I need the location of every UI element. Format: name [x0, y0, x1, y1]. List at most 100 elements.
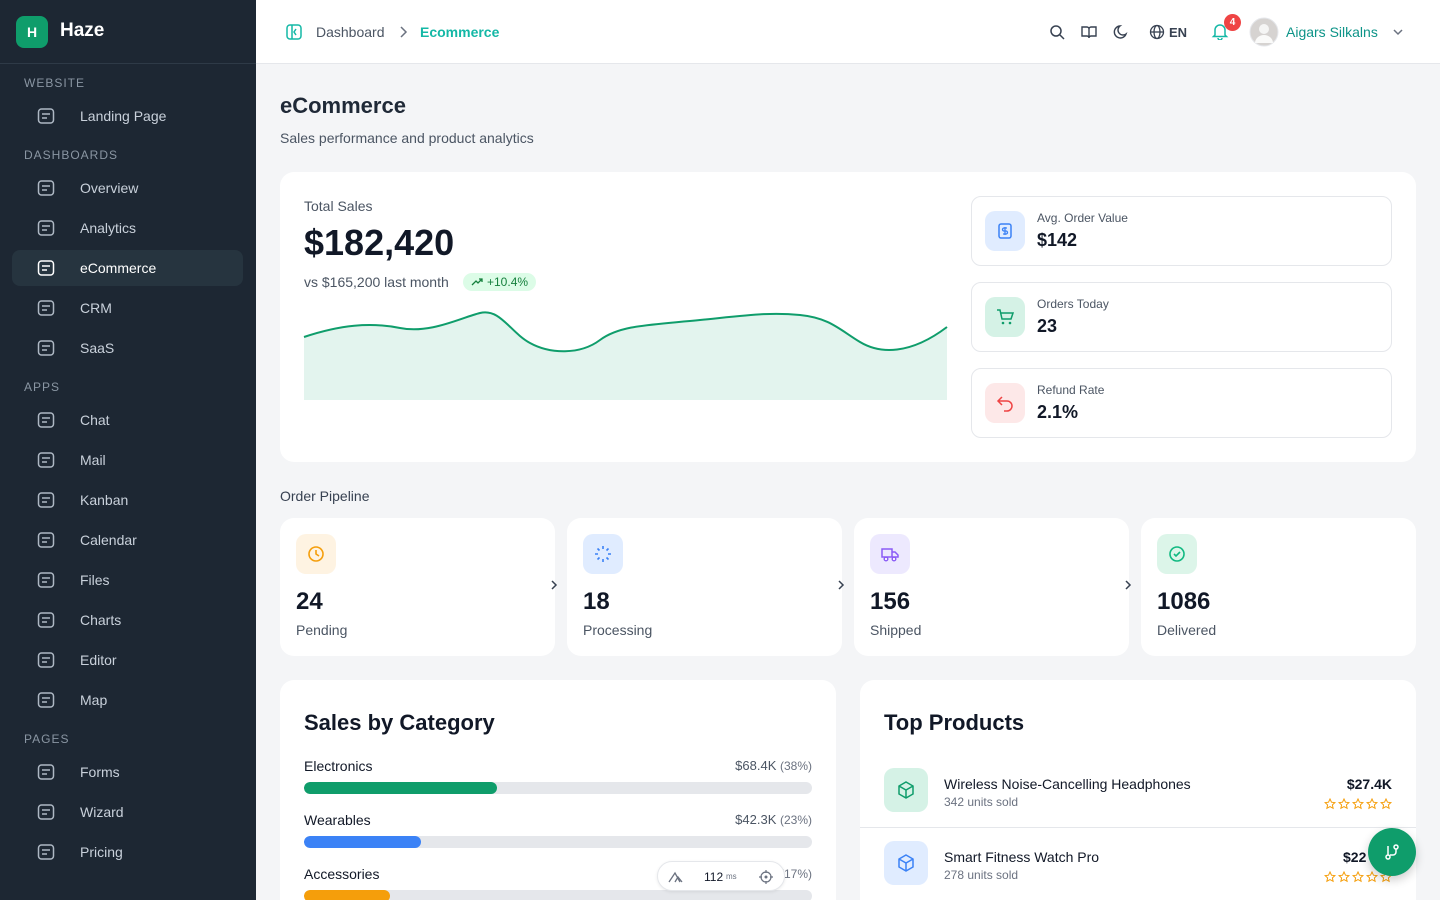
trend-icon [471, 278, 483, 286]
perf-widget[interactable]: 112 ms [657, 861, 785, 891]
products-card: Top Products Wireless Noise-Cancelling H… [860, 680, 1416, 900]
nav-item[interactable]: Forms [12, 754, 243, 790]
nav-icon [24, 178, 68, 198]
stage-label: Delivered [1157, 622, 1217, 638]
kpi-value: $142 [1037, 230, 1078, 250]
user-name[interactable]: Aigars Silkalns [1286, 24, 1378, 40]
nav-item[interactable]: Pricing [12, 834, 243, 870]
pipeline-title: Order Pipeline [280, 488, 370, 504]
brand-name: Haze [60, 20, 105, 41]
nav-item[interactable]: Analytics [12, 210, 243, 246]
total-sales-label: Total Sales [304, 198, 373, 214]
theme-icon[interactable] [1113, 24, 1129, 40]
product-icon [884, 841, 928, 885]
progress-track [304, 836, 812, 848]
nav-label: Analytics [80, 220, 137, 236]
category-title: Sales by Category [304, 710, 495, 735]
kpi-icon [985, 211, 1025, 251]
nav-label: Files [80, 572, 110, 588]
nav-icon [24, 650, 68, 670]
nav-item[interactable]: Editor [12, 642, 243, 678]
products-title: Top Products [884, 710, 1025, 735]
search-icon[interactable] [1049, 24, 1065, 40]
nav-label: Mail [80, 452, 106, 468]
nav-icon [24, 490, 68, 510]
nav-item[interactable]: Files [12, 562, 243, 598]
divider [860, 827, 1416, 828]
nav-item[interactable]: Kanban [12, 482, 243, 518]
stage-arrow [550, 578, 558, 596]
nav-label: Forms [80, 764, 120, 780]
nav-icon [24, 338, 68, 358]
nav-section: APPS [24, 380, 61, 394]
nav-item[interactable]: Overview [12, 170, 243, 206]
language-icon[interactable] [1149, 24, 1165, 40]
language[interactable]: EN [1169, 25, 1188, 40]
progress-track [304, 890, 812, 900]
nav-item[interactable]: Landing Page [12, 98, 243, 134]
progress-fill [304, 890, 391, 900]
product-units: 342 units sold [944, 795, 1019, 809]
category-name: Wearables [304, 812, 371, 828]
category-share: (23%) [779, 813, 812, 827]
nav-icon [24, 450, 68, 470]
nav-icon [24, 410, 68, 430]
kpi-icon [985, 383, 1025, 423]
nav-item[interactable]: Wizard [12, 794, 243, 830]
category-amount: $68.4K (38%) [735, 758, 812, 773]
perf-target[interactable] [758, 869, 774, 885]
nav-icon [24, 106, 68, 126]
nav-item[interactable]: Charts [12, 602, 243, 638]
pipeline-card: 1086 Delivered [1141, 518, 1416, 656]
nav-item[interactable]: Chat [12, 402, 243, 438]
nav-icon [24, 570, 68, 590]
avatar[interactable] [1249, 17, 1279, 47]
brand: H Haze [0, 0, 256, 64]
bell-icon[interactable] [1211, 22, 1229, 40]
nav-item[interactable]: Map [12, 682, 243, 718]
sidebar-toggle[interactable] [286, 24, 302, 40]
kpi-card: Avg. Order Value $142 [971, 196, 1392, 266]
page-subtitle: Sales performance and product analytics [280, 130, 534, 146]
nav-label: Pricing [80, 844, 123, 860]
category-amount-value: $42.3K [735, 812, 777, 827]
nav-label: Wizard [80, 804, 124, 820]
nav-icon [24, 530, 68, 550]
nav-icon [24, 218, 68, 238]
nav-icon [24, 298, 68, 318]
category-name: Accessories [304, 866, 380, 882]
change-value: +10.4% [487, 275, 529, 289]
total-sales-value: $182,420 [304, 222, 455, 263]
product-name: Wireless Noise-Cancelling Headphones [944, 776, 1191, 792]
stage-value: 156 [870, 588, 911, 615]
sparkline [303, 311, 948, 400]
category-amount: (17%) [780, 866, 812, 881]
product-revenue: $27.4K [1346, 776, 1392, 792]
nav-label: Map [80, 692, 108, 708]
pipeline-card: 24 Pending [280, 518, 555, 656]
nav-item[interactable]: SaaS [12, 330, 243, 366]
fab[interactable] [1368, 828, 1416, 876]
nav-item[interactable]: eCommerce [12, 250, 243, 286]
nav-section: DASHBOARDS [24, 148, 119, 162]
docs-icon[interactable] [1081, 24, 1097, 40]
user-caret[interactable] [1392, 26, 1404, 38]
perf-logo [668, 871, 683, 883]
stage-icon [1157, 534, 1197, 574]
nav-item[interactable]: CRM [12, 290, 243, 326]
kpi-label: Avg. Order Value [1037, 211, 1128, 225]
nav-label: Overview [80, 180, 139, 196]
progress-track [304, 782, 812, 794]
breadcrumb-item[interactable]: Dashboard [316, 24, 385, 40]
pipeline-card: 18 Processing [567, 518, 842, 656]
nav-section: WEBSITE [24, 76, 86, 90]
category-share: (17%) [779, 867, 812, 881]
stage-value: 18 [583, 588, 610, 615]
kpi-label: Refund Rate [1037, 383, 1105, 397]
nav-item[interactable]: Calendar [12, 522, 243, 558]
nav-item[interactable]: Mail [12, 442, 243, 478]
stage-value: 1086 [1157, 588, 1211, 615]
stage-icon [870, 534, 910, 574]
product-icon [884, 768, 928, 812]
